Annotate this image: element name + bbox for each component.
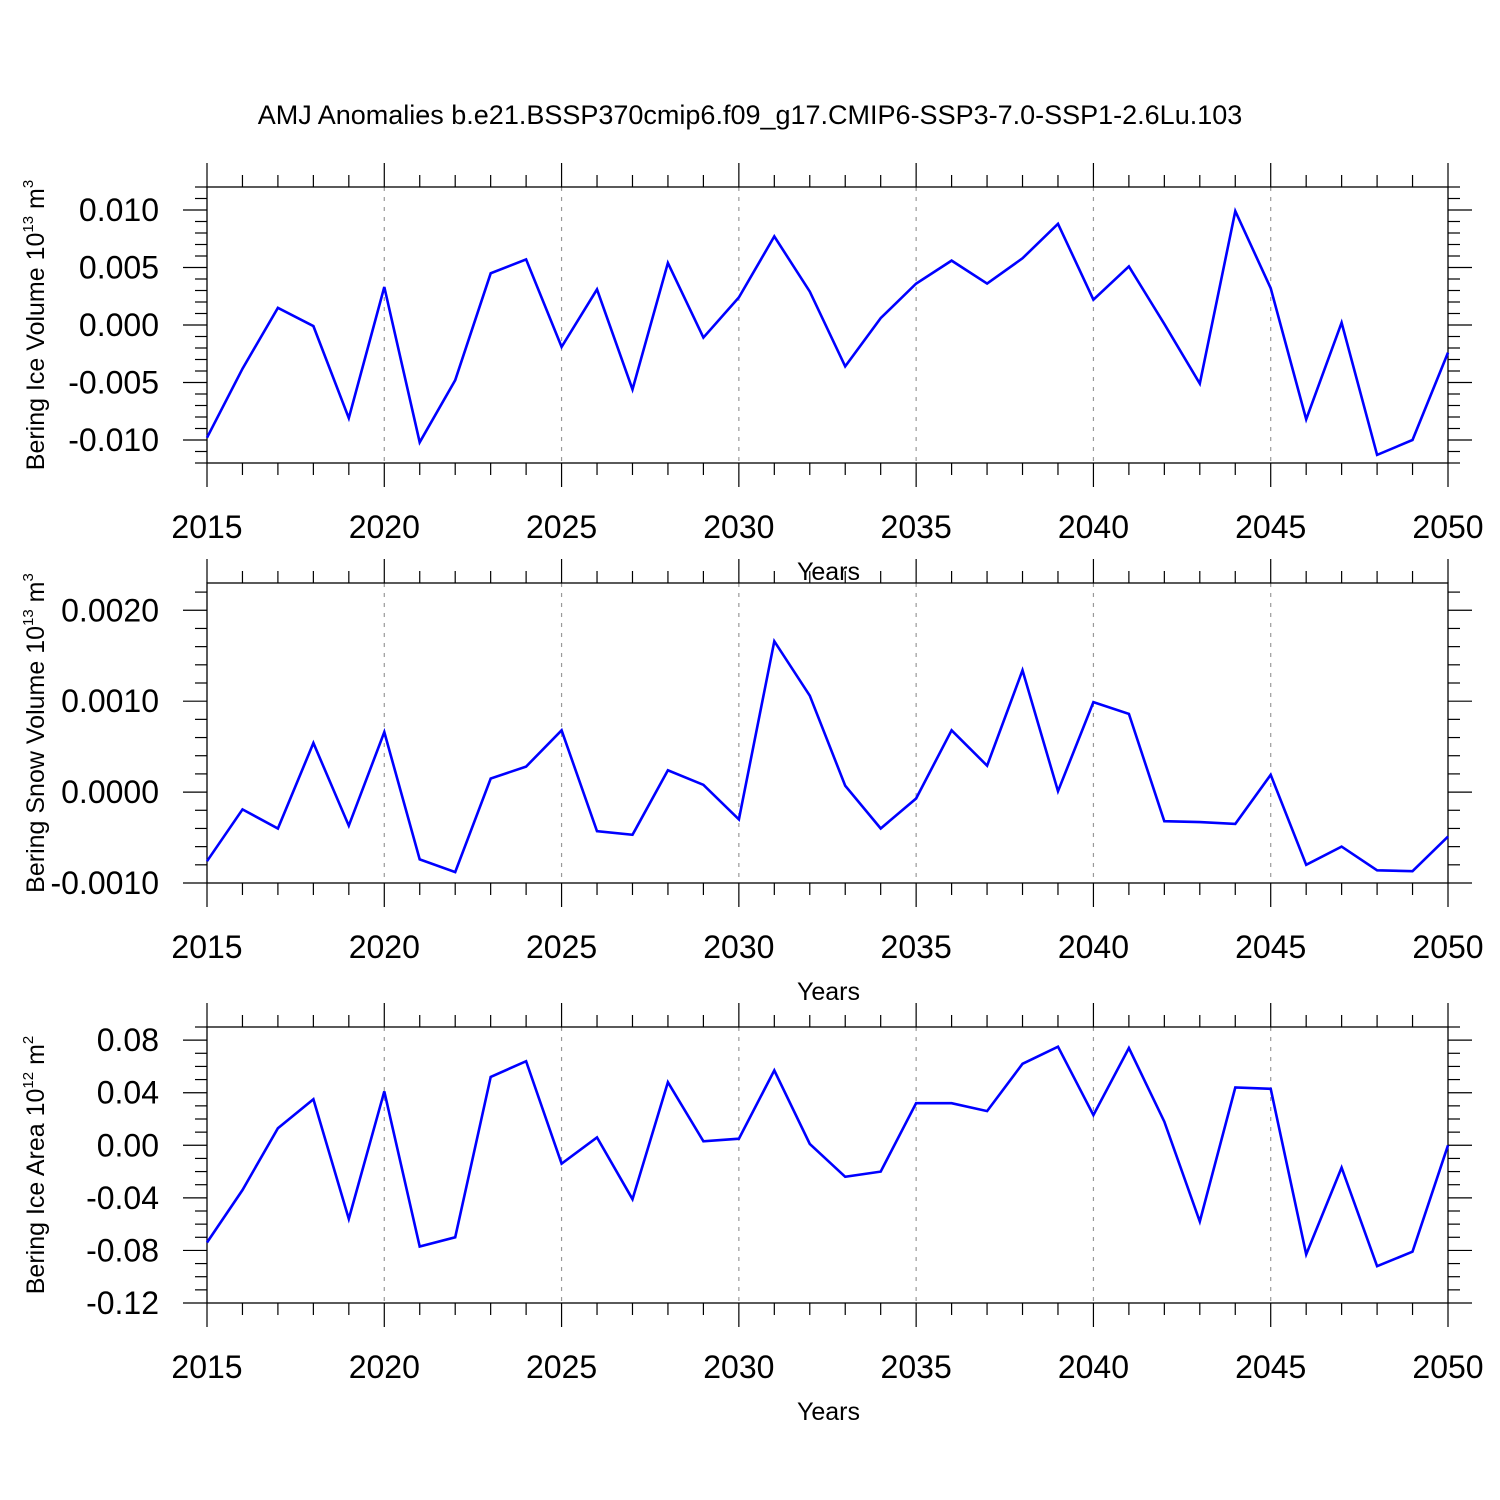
x-tick-label: 2040 [1058,1349,1129,1385]
y-tick-label: 0.08 [97,1022,159,1058]
y-tick-label: -0.12 [86,1285,159,1321]
x-tick-label: 2035 [881,1349,952,1385]
x-tick-label: 2035 [881,929,952,965]
x-tick-label: 2015 [171,509,242,545]
y-tick-label: -0.04 [86,1180,159,1216]
x-tick-label: 2050 [1412,1349,1483,1385]
y-label-unit-exponent: 2 [20,1036,37,1044]
y-label-unit: m [22,582,50,610]
y-label-unit: m [22,188,50,216]
y-tick-label: 0.00 [97,1127,159,1163]
plot-frame [206,1026,1449,1304]
panel-3: 2015 2020 2025 2030 2035 2040 2045 2050 -0.12 -0.… [20,1003,1484,1426]
x-tick-label: 2050 [1412,509,1483,545]
y-axis-label: Bering Snow Volume 1013 m3 [20,573,50,893]
y-label-unit: m [22,1044,50,1072]
x-tick-label: 2020 [349,509,420,545]
x-tick-label: 2035 [881,509,952,545]
x-tick-label: 2040 [1058,929,1129,965]
y-tick-label: 0.005 [79,250,159,286]
x-tick-label: 2045 [1235,1349,1306,1385]
x-tick-label: 2030 [703,509,774,545]
y-label-exponent: 12 [20,1072,37,1089]
y-tick-label: 0.000 [79,307,159,343]
series-line [205,1044,1450,1268]
x-tick-label: 2050 [1412,929,1483,965]
x-tick-label: 2030 [703,929,774,965]
series-line [205,206,1450,457]
x-tick-label: 2030 [703,1349,774,1385]
x-tick-label: 2020 [349,1349,420,1385]
panel-2: 2015 2020 2025 2030 2035 2040 2045 2050 -0.0010 0… [20,559,1484,1006]
y-tick-label: 0.0020 [61,592,159,628]
plot-frame [206,582,1449,884]
y-axis-label: Bering Ice Area 1012 m2 [20,1036,50,1295]
figure-title: AMJ Anomalies b.e21.BSSP370cmip6.f09_g17… [258,100,1243,130]
y-tick-label: -0.010 [68,422,159,458]
y-tick-label: 0.010 [79,192,159,228]
y-axis-label: Bering Ice Volume 1013 m3 [20,180,50,470]
y-label-exponent: 13 [20,216,37,233]
x-axis-label: Years [797,978,860,1006]
y-label-base: Bering Snow Volume 10 [22,626,50,893]
x-tick-label: 2025 [526,1349,597,1385]
y-tick-label: 0.04 [97,1075,159,1111]
y-label-base: Bering Ice Volume 10 [22,233,50,471]
panel-1: 2015 2020 2025 2030 2035 2040 2045 2050 -0.010 -0… [20,163,1484,586]
x-tick-label: 2025 [526,509,597,545]
x-tick-label: 2015 [171,1349,242,1385]
y-tick-label: -0.0010 [50,865,159,901]
y-label-unit-exponent: 3 [20,573,37,581]
y-label-unit-exponent: 3 [20,180,37,188]
series-line [205,637,1449,874]
x-tick-label: 2040 [1058,509,1129,545]
x-axis-label: Years [797,1398,860,1426]
y-tick-label: -0.08 [86,1232,159,1268]
y-label-exponent: 13 [20,609,37,626]
y-tick-label: 0.0000 [61,774,159,810]
x-tick-label: 2015 [171,929,242,965]
x-tick-label: 2020 [349,929,420,965]
y-tick-label: -0.005 [68,365,159,401]
y-label-base: Bering Ice Area 10 [22,1089,50,1295]
x-tick-label: 2025 [526,929,597,965]
x-axis-label: Years [797,558,860,586]
x-tick-label: 2045 [1235,929,1306,965]
x-tick-label: 2045 [1235,509,1306,545]
y-tick-label: 0.0010 [61,683,159,719]
